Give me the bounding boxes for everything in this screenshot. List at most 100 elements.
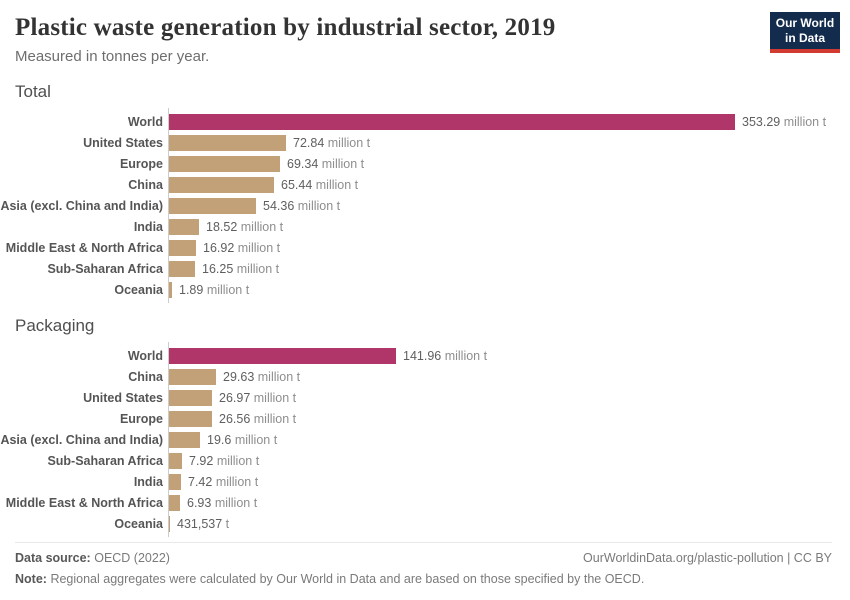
bar-united-states[interactable] bbox=[169, 134, 286, 151]
value-number: 26.97 bbox=[219, 390, 251, 405]
value-unit: million t bbox=[312, 177, 359, 192]
bar-oceania[interactable] bbox=[169, 515, 170, 532]
bar-oceania[interactable] bbox=[169, 281, 172, 298]
chart-row: Europe 26.56 million t bbox=[15, 408, 832, 429]
footer-note-row: Note: Regional aggregates were calculate… bbox=[15, 571, 832, 587]
chart-row: World 353.29 million t bbox=[15, 111, 832, 132]
bar-europe[interactable] bbox=[169, 155, 280, 172]
chart-row: World 141.96 million t bbox=[15, 345, 832, 366]
value-label: 431,537 t bbox=[177, 517, 229, 531]
row-label: Asia (excl. China and India) bbox=[0, 432, 163, 447]
value-unit: million t bbox=[324, 135, 371, 150]
value-label: 26.97 million t bbox=[219, 391, 296, 405]
value-unit: million t bbox=[233, 261, 280, 276]
row-label: United States bbox=[83, 390, 163, 405]
footer-divider bbox=[15, 542, 832, 543]
row-label: India bbox=[133, 474, 163, 489]
value-unit: million t bbox=[211, 495, 258, 510]
value-unit: million t bbox=[250, 411, 297, 426]
value-number: 69.34 bbox=[287, 156, 319, 171]
row-label: United States bbox=[83, 135, 163, 150]
value-label: 353.29 million t bbox=[742, 115, 826, 129]
bar-united-states[interactable] bbox=[169, 389, 212, 406]
chart-row: China 65.44 million t bbox=[15, 174, 832, 195]
bar-world[interactable] bbox=[169, 347, 396, 364]
value-label: 16.92 million t bbox=[203, 241, 280, 255]
bar-middle-east-north-africa[interactable] bbox=[169, 494, 180, 511]
row-label: Sub-Saharan Africa bbox=[47, 261, 163, 276]
owid-logo-line2: in Data bbox=[784, 31, 825, 45]
y-axis-line bbox=[168, 108, 169, 303]
bar-asia-excl-china-and-india[interactable] bbox=[169, 431, 200, 448]
row-label: India bbox=[133, 219, 163, 234]
value-label: 69.34 million t bbox=[287, 157, 364, 171]
value-number: 18.52 bbox=[206, 219, 238, 234]
chart-section-packaging: Packaging World 141.96 million t China 29.6… bbox=[0, 316, 832, 537]
chart-subtitle: Measured in tonnes per year. bbox=[15, 48, 210, 65]
chart-row: India 7.42 million t bbox=[15, 471, 832, 492]
bar-sub-saharan-africa[interactable] bbox=[169, 260, 195, 277]
value-label: 141.96 million t bbox=[403, 349, 487, 363]
value-label: 16.25 million t bbox=[202, 262, 279, 276]
data-source-label: Data source: bbox=[15, 551, 91, 565]
value-label: 26.56 million t bbox=[219, 412, 296, 426]
value-unit: million t bbox=[212, 474, 259, 489]
owid-url-link[interactable]: OurWorldinData.org/plastic-pollution | C… bbox=[583, 551, 832, 565]
value-label: 7.92 million t bbox=[189, 454, 259, 468]
chart-row: Middle East & North Africa 16.92 million … bbox=[6, 237, 832, 258]
value-number: 16.92 bbox=[203, 240, 235, 255]
bar-sub-saharan-africa[interactable] bbox=[169, 452, 182, 469]
chart-row: United States 72.84 million t bbox=[15, 132, 832, 153]
data-source-value: OECD (2022) bbox=[94, 551, 170, 565]
value-unit: million t bbox=[234, 240, 281, 255]
bar-asia-excl-china-and-india[interactable] bbox=[169, 197, 256, 214]
bar-china[interactable] bbox=[169, 368, 216, 385]
value-unit: million t bbox=[780, 114, 827, 129]
data-source-text: Data source: OECD (2022) bbox=[15, 550, 170, 566]
value-unit: t bbox=[222, 516, 230, 531]
chart-row: Asia (excl. China and India) 19.6 million… bbox=[0, 429, 832, 450]
bar-europe[interactable] bbox=[169, 410, 212, 427]
value-number: 19.6 bbox=[207, 432, 232, 447]
row-label: Middle East & North Africa bbox=[5, 495, 163, 510]
bar-india[interactable] bbox=[169, 473, 181, 490]
chart-row: Asia (excl. China and India) 54.36 millio… bbox=[0, 195, 832, 216]
chart-row: India 18.52 million t bbox=[15, 216, 832, 237]
row-label: Oceania bbox=[114, 282, 163, 297]
value-number: 72.84 bbox=[293, 135, 325, 150]
note-label: Note: bbox=[15, 572, 47, 586]
section-heading-total: Total bbox=[15, 82, 51, 101]
value-number: 26.56 bbox=[219, 411, 251, 426]
value-number: 7.92 bbox=[189, 453, 214, 468]
value-unit: million t bbox=[441, 348, 488, 363]
value-unit: million t bbox=[254, 369, 301, 384]
value-unit: million t bbox=[213, 453, 260, 468]
value-number: 54.36 bbox=[263, 198, 295, 213]
value-number: 141.96 bbox=[403, 348, 442, 363]
value-label: 72.84 million t bbox=[293, 136, 370, 150]
value-unit: million t bbox=[237, 219, 284, 234]
owid-logo: Our World in Data bbox=[770, 12, 840, 53]
bar-india[interactable] bbox=[169, 218, 199, 235]
bar-world[interactable] bbox=[169, 113, 735, 130]
value-unit: million t bbox=[294, 198, 341, 213]
bar-china[interactable] bbox=[169, 176, 274, 193]
value-number: 431,537 bbox=[177, 516, 223, 531]
row-label: Sub-Saharan Africa bbox=[47, 453, 163, 468]
value-label: 65.44 million t bbox=[281, 178, 358, 192]
bar-middle-east-north-africa[interactable] bbox=[169, 239, 196, 256]
value-label: 19.6 million t bbox=[207, 433, 277, 447]
chart-row: China 29.63 million t bbox=[15, 366, 832, 387]
row-label: China bbox=[128, 369, 163, 384]
footer-sources-row: Data source: OECD (2022) OurWorldinData.… bbox=[15, 550, 832, 566]
value-unit: million t bbox=[203, 282, 250, 297]
value-label: 6.93 million t bbox=[187, 496, 257, 510]
bar-chart-total: World 353.29 million t United States 72.84 … bbox=[0, 108, 832, 303]
bar-chart-packaging: World 141.96 million t China 29.63 million … bbox=[0, 342, 832, 537]
value-number: 7.42 bbox=[188, 474, 213, 489]
section-heading-packaging: Packaging bbox=[15, 316, 95, 335]
row-label: China bbox=[128, 177, 163, 192]
value-number: 6.93 bbox=[187, 495, 212, 510]
value-label: 18.52 million t bbox=[206, 220, 283, 234]
